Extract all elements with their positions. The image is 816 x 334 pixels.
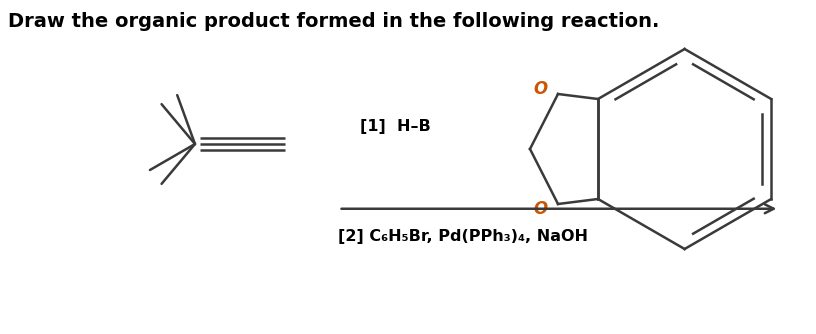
Text: Draw the organic product formed in the following reaction.: Draw the organic product formed in the f… — [8, 12, 659, 31]
Text: [2] C₆H₅Br, Pd(PPh₃)₄, NaOH: [2] C₆H₅Br, Pd(PPh₃)₄, NaOH — [338, 228, 588, 243]
Text: [1]  H–B: [1] H–B — [360, 119, 431, 134]
Text: O: O — [533, 200, 547, 218]
Text: O: O — [533, 80, 547, 98]
